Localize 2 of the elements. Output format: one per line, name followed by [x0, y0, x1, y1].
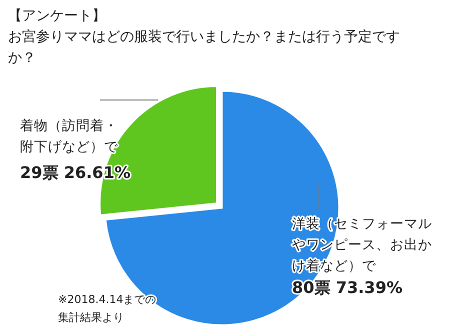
chart-subtitle: お宮参りママはどの服装で行いましたか？または行う予定ですか？	[8, 29, 400, 66]
chart-title: 【アンケート】	[8, 8, 106, 24]
